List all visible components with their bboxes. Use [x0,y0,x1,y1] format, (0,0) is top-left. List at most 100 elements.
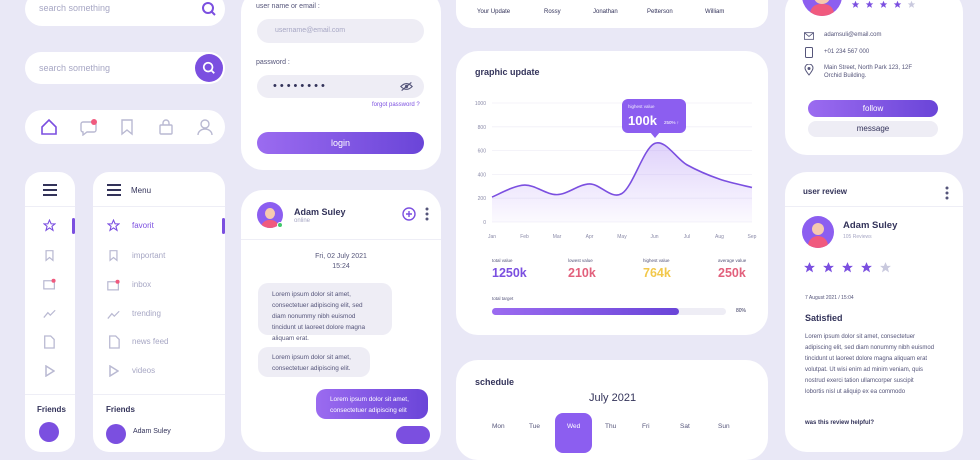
bookmark-icon[interactable] [119,118,135,136]
tooltip-value: 100k [628,113,657,128]
sidebar-menu: Menu favorit important inbox trending ne… [93,172,225,452]
day-label[interactable]: Sat [680,423,690,430]
card-title: user review [803,187,848,196]
search-input[interactable]: search something [39,3,111,13]
message-button[interactable]: message [808,121,938,137]
password-input[interactable]: •••••••• [273,80,328,92]
document-icon[interactable] [43,335,55,349]
search-button[interactable] [195,54,223,82]
user-icon[interactable] [197,118,213,136]
profile-email: adamsuli@email.com [824,32,882,38]
home-icon[interactable] [40,118,58,136]
active-indicator [72,218,75,234]
sidebar-item-label: videos [132,366,156,375]
email-input[interactable]: username@email.com [275,27,346,34]
avatar[interactable] [39,422,59,442]
chat-message-text: Lorem ipsum dolor sit amet, consectetuer… [330,396,409,414]
review-body-line: lobortis nisl ut aliquip ex ea commodo [805,389,906,395]
sidebar-item-favorit[interactable]: favorit [93,218,225,234]
message-button-label: message [856,124,890,133]
star-icon [851,0,860,8]
bag-icon[interactable] [158,118,174,136]
schedule-card: schedule July 2021 Mon Tue Wed Thu Fri Sat Sun [456,360,768,460]
sidebar-item-trending[interactable]: trending [93,306,225,322]
hamburger-menu-icon[interactable] [107,184,121,196]
chat-time-text: 15:24 [332,263,350,270]
menu-title: Menu [131,186,152,195]
day-label[interactable]: Sun [718,423,730,430]
review-body-line: volutpat. Ut wisi enim ad minim veniam, … [805,367,924,373]
review-date: 7 August 2021 / 15:04 [805,295,854,301]
search-bar-1[interactable]: search something [25,0,225,26]
chart-tooltip: highest value 100k 250% ↑ [622,99,686,138]
star-icon [842,262,853,273]
x-tick-label: Sep [748,234,757,240]
graphic-update-card: graphic update 1000 800 600 400 200 0 Jan Feb Ma… [456,51,768,335]
tooltip-pct: 250% ↑ [664,120,680,125]
day-label[interactable]: Tue [529,423,540,430]
avatar[interactable] [802,216,834,248]
avatar[interactable] [802,0,842,16]
rating-stars [803,261,893,274]
schedule-month: July 2021 [589,392,637,404]
chat-status: online [294,218,311,224]
sidebar-item-label: inbox [132,280,152,289]
sidebar-item-label: favorit [132,221,154,230]
day-label[interactable]: Wed [567,423,581,430]
email-field[interactable]: username@email.com [257,19,424,43]
stat-value: 210k [568,266,596,280]
story-label: William [705,9,725,15]
reviewer-name: Adam Suley [843,220,898,231]
add-circle-icon[interactable] [402,207,416,221]
day-label[interactable]: Fri [642,423,650,430]
search-bar-2[interactable]: search something [25,52,225,84]
chat-icon[interactable] [80,118,98,136]
search-icon[interactable] [201,1,217,17]
sidebar-item-label: trending [132,309,161,318]
mail-icon[interactable] [43,278,56,290]
password-field[interactable]: •••••••• [257,75,424,98]
sidebar-item-videos[interactable]: videos [93,363,225,379]
star-icon [861,262,872,273]
search-icon [202,61,215,74]
day-label[interactable]: Thu [605,423,617,430]
chat-message-text: Lorem ipsum dolor sit amet, consectetuer… [272,291,366,342]
star-icon [107,219,120,232]
trend-icon [107,310,120,319]
chat-date-text: Fri, 02 July 2021 [315,253,367,260]
story-label: Petterson [647,9,673,15]
online-indicator [277,222,283,228]
stat-label: average value [718,258,747,263]
forgot-password-link[interactable]: forgot password ? [372,102,420,108]
stat-value: 1250k [492,266,527,280]
sidebar-narrow: Friends [25,172,75,452]
trend-icon[interactable] [43,308,56,319]
stat-value: 764k [643,266,671,280]
more-vertical-icon[interactable] [945,186,949,200]
play-icon[interactable] [45,365,55,377]
review-helpful: was this review helpful? [805,420,875,426]
bookmark-icon[interactable] [44,249,55,262]
story-label: Rossy [544,9,561,15]
rating-stars [851,0,931,10]
sidebar-item-important[interactable]: important [93,248,225,264]
search-input[interactable]: search something [39,63,111,73]
login-button[interactable]: login [257,132,424,154]
y-tick-label: 200 [478,196,487,202]
follow-button[interactable]: follow [808,100,938,117]
avatar[interactable] [106,424,126,444]
story-label: Your Update [477,9,511,15]
y-tick-label: 1000 [475,101,486,107]
eye-off-icon[interactable] [400,81,413,92]
star-icon[interactable] [43,219,56,232]
sidebar-item-inbox[interactable]: inbox [93,277,225,293]
review-body-line: adipiscing elit, sed diam nonummy nibh e… [805,345,935,351]
star-icon [823,262,834,273]
sidebar-item-news-feed[interactable]: news feed [93,334,225,350]
chat-send-button[interactable] [396,426,430,444]
hamburger-menu-icon[interactable] [43,184,57,196]
y-tick-label: 400 [478,172,487,178]
review-headline: Satisfied [805,313,843,323]
more-vertical-icon[interactable] [425,207,429,221]
day-label[interactable]: Mon [492,423,505,430]
